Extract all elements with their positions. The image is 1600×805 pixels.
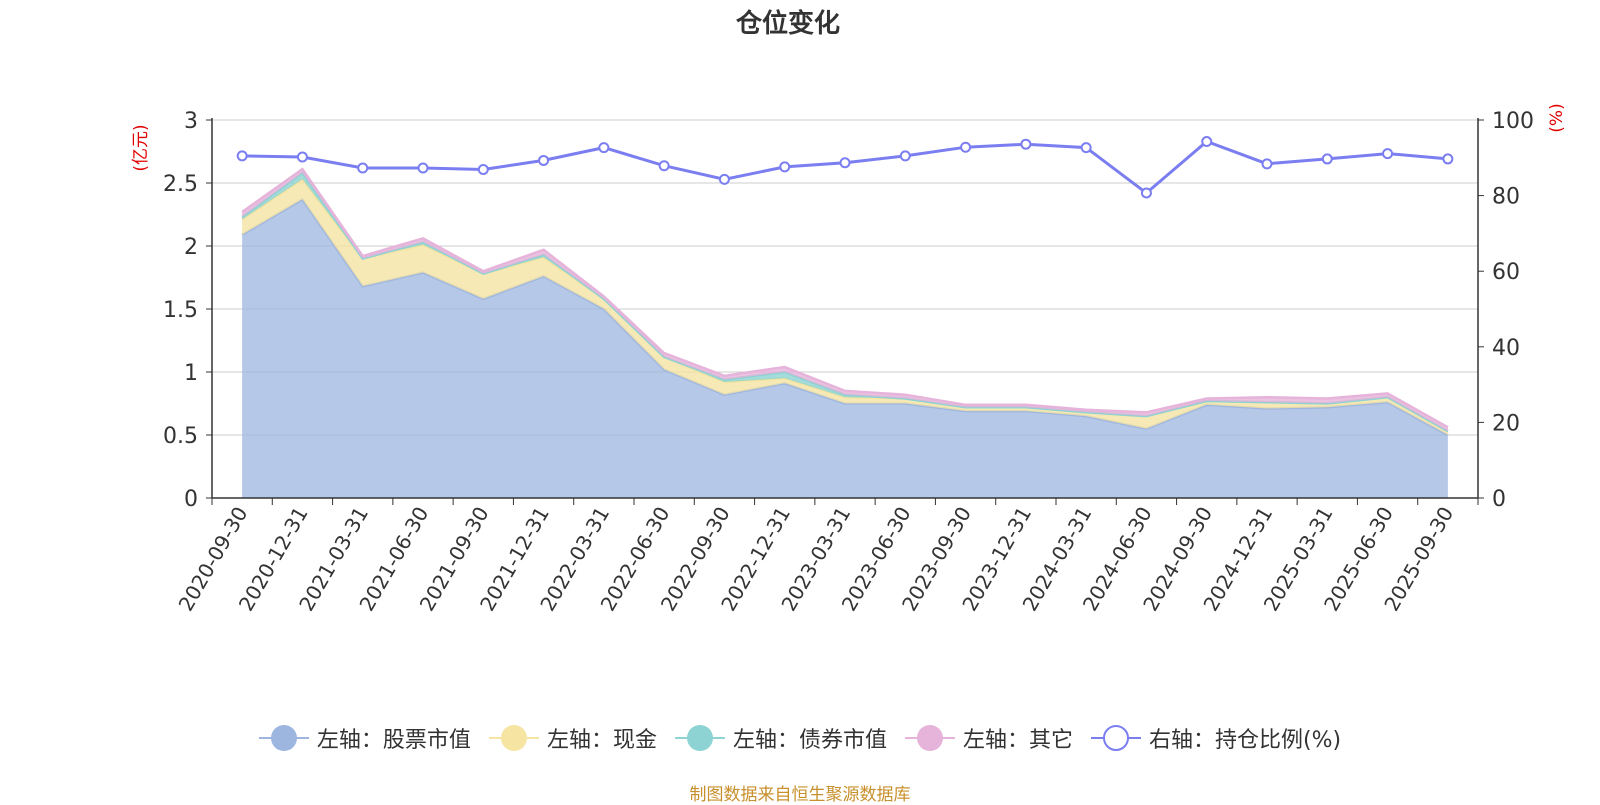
left-tick-label: 3 <box>184 109 198 134</box>
area-0 <box>242 199 1448 498</box>
ratio-point <box>1140 187 1152 199</box>
left-tick-label: 0.5 <box>163 424 198 449</box>
left-tick-label: 2 <box>184 235 198 260</box>
legend-bond-icon <box>674 725 725 751</box>
right-tick-label: 40 <box>1492 336 1520 361</box>
ratio-point <box>1442 153 1454 165</box>
right-tick-label: 20 <box>1492 411 1520 436</box>
legend-other[interactable]: 左轴：其它 <box>904 722 1073 754</box>
ratio-point <box>718 173 730 185</box>
ratio-point <box>1261 158 1273 170</box>
ratio-point <box>960 141 972 153</box>
legend-ratio[interactable]: 右轴：持仓比例(%) <box>1090 722 1342 754</box>
legend-cash[interactable]: 左轴：现金 <box>488 722 657 754</box>
legend-cash-icon <box>488 725 539 751</box>
ratio-point <box>598 142 610 154</box>
legend: 左轴：股票市值 左轴：现金 左轴：债券市值 左轴：其它 右轴：持仓比例(%) <box>0 722 1600 754</box>
legend-other-label: 左轴：其它 <box>962 728 1073 753</box>
right-tick-label: 0 <box>1492 487 1506 512</box>
legend-stock-label: 左轴：股票市值 <box>316 728 471 753</box>
ratio-point <box>839 157 851 169</box>
ratio-point <box>658 160 670 172</box>
ratio-point <box>1321 153 1333 165</box>
left-tick-label: 2.5 <box>163 172 198 197</box>
legend-ratio-label: 右轴：持仓比例(%) <box>1148 728 1342 753</box>
area-series <box>241 167 1449 498</box>
ratio-point <box>779 161 791 173</box>
ratio-point <box>899 150 911 162</box>
left-tick-label: 1 <box>184 361 198 386</box>
ratio-point <box>1382 148 1394 160</box>
ratio-point <box>357 162 369 174</box>
legend-other-icon <box>904 725 955 751</box>
right-tick-label: 100 <box>1492 109 1534 134</box>
ratio-point <box>538 154 550 166</box>
ratio-point <box>417 162 429 174</box>
left-tick-label: 1.5 <box>163 298 198 323</box>
legend-stock-icon <box>258 725 309 751</box>
right-axis-unit: (%) <box>1547 103 1567 132</box>
ratio-series <box>236 136 1454 199</box>
ratio-point <box>1201 136 1213 148</box>
left-tick-label: 0 <box>184 487 198 512</box>
ratio-point <box>1020 138 1032 150</box>
legend-stock[interactable]: 左轴：股票市值 <box>258 722 471 754</box>
right-tick-label: 60 <box>1492 260 1520 285</box>
legend-bond-label: 左轴：债券市值 <box>732 728 887 753</box>
legend-ratio-icon <box>1090 725 1141 751</box>
source-note: 制图数据来自恒生聚源数据库 <box>689 785 911 805</box>
left-axis-unit: (亿元) <box>131 124 151 171</box>
chart-title: 仓位变化 <box>735 8 840 39</box>
ratio-point <box>236 150 248 162</box>
legend-bond[interactable]: 左轴：债券市值 <box>674 722 887 754</box>
right-tick-label: 80 <box>1492 185 1520 210</box>
legend-cash-label: 左轴：现金 <box>546 728 657 753</box>
ratio-point <box>1080 142 1092 154</box>
ratio-point <box>296 151 308 163</box>
ratio-point <box>477 164 489 176</box>
area-line-3 <box>241 167 1449 429</box>
